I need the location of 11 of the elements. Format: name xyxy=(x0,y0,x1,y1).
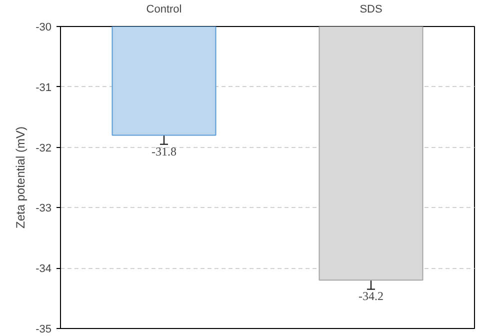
x-tick-label: Control xyxy=(146,4,182,16)
y-tick-label: -33 xyxy=(36,202,52,215)
data-label: -34.2 xyxy=(358,289,384,304)
y-tick-label: -30 xyxy=(36,22,52,34)
y-tick-label: -31 xyxy=(36,82,52,94)
y-tick-label: -34 xyxy=(36,263,52,276)
data-label: -31.8 xyxy=(152,144,176,158)
y-tick-label: -35 xyxy=(36,324,52,336)
y-axis-title: Zeta potential (mV) xyxy=(14,126,28,229)
y-tick-label: -32 xyxy=(36,142,52,154)
x-tick-label: SDS xyxy=(360,4,382,16)
